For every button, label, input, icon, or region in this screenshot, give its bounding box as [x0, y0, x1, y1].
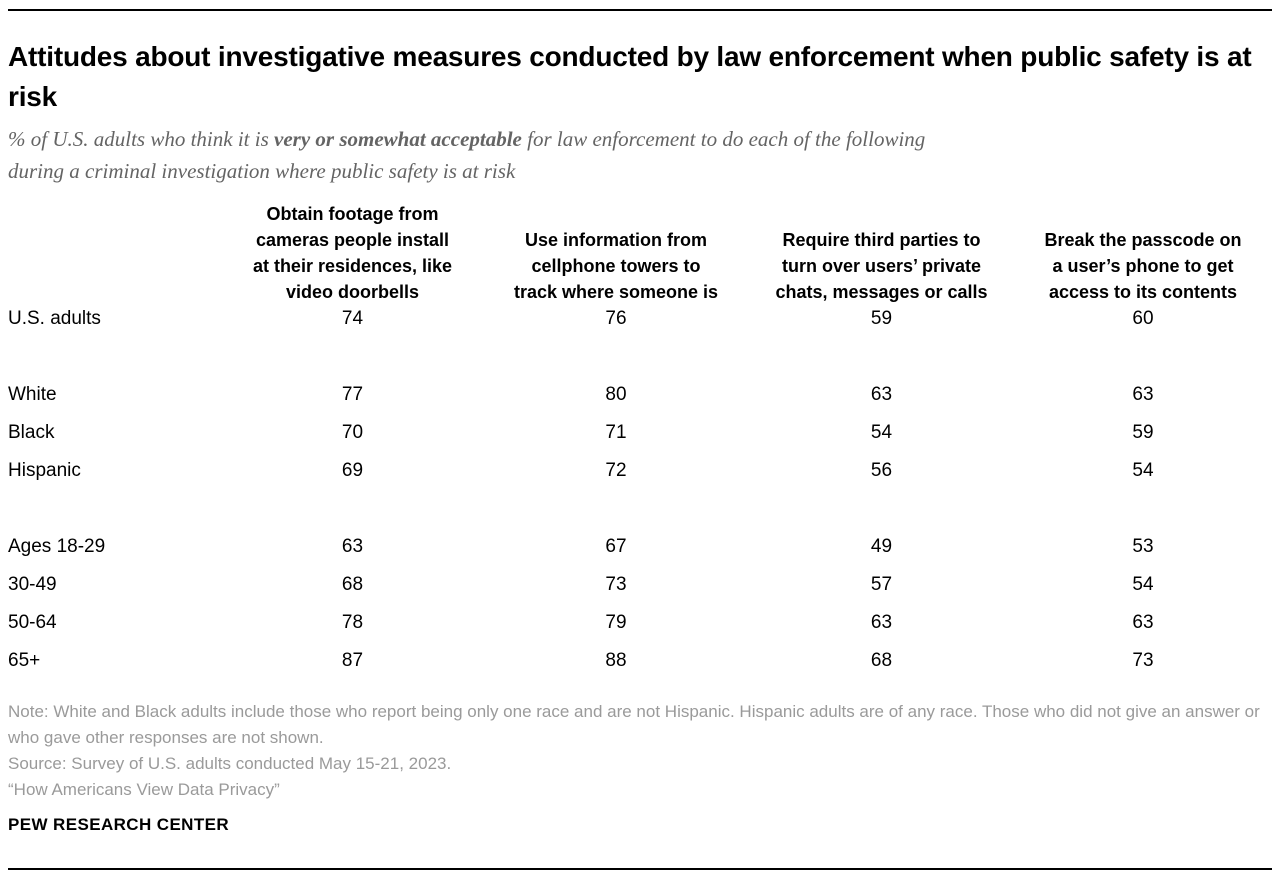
column-header-third-parties: Require third parties to turn over users…: [775, 230, 988, 302]
table-row: Hispanic 69 72 56 54: [8, 452, 1272, 490]
row-label: White: [8, 384, 57, 405]
row-label: 65+: [8, 650, 41, 671]
value-cell: 63: [870, 384, 893, 405]
value-cell: 54: [1132, 460, 1154, 481]
row-group: U.S. adults 74 76 59 60: [8, 300, 1272, 338]
subtitle-line1-suffix: for law enforcement to do each of the fo…: [521, 127, 926, 151]
subtitle-line2: during a criminal investigation where pu…: [8, 159, 516, 183]
value-cell: 68: [341, 574, 364, 595]
value-cell: 57: [870, 574, 893, 595]
row-label: Black: [8, 422, 55, 443]
value-cell: 67: [605, 536, 627, 557]
column-header-break-passcode: Break the passcode on a user’s phone to …: [1044, 230, 1242, 302]
table-row: Black 70 71 54 59: [8, 414, 1272, 452]
value-cell: 54: [870, 422, 893, 443]
value-cell: 74: [341, 308, 364, 329]
table-header-row: Obtain footage from cameras people insta…: [8, 201, 1272, 305]
value-cell: 56: [870, 460, 893, 481]
row-group: Ages 18-29 63 67 49 53 30-49 68 73 57 54 50-64 78 79…: [8, 528, 1272, 680]
value-cell: 60: [1132, 308, 1154, 329]
value-cell: 77: [341, 384, 364, 405]
figure-subtitle: % of U.S. adults who think it is very or…: [8, 123, 1272, 187]
top-divider: [8, 9, 1272, 11]
subtitle-line1: % of U.S. adults who think it is very or…: [8, 123, 1272, 155]
value-cell: 72: [605, 460, 627, 481]
bottom-divider: [8, 868, 1272, 870]
pew-research-center-wordmark: PEW RESEARCH CENTER: [8, 815, 230, 834]
value-cell: 78: [341, 612, 364, 633]
value-cell: 59: [1132, 422, 1154, 443]
subtitle-emphasis: very or somewhat acceptable: [274, 127, 522, 151]
table-body: U.S. adults 74 76 59 60 White 77 80 63 63 Black 70 7…: [8, 300, 1272, 680]
value-cell: 63: [1132, 612, 1154, 633]
table-row: 50-64 78 79 63 63: [8, 604, 1272, 642]
value-cell: 73: [605, 574, 627, 595]
row-label: 50-64: [8, 612, 57, 633]
note-text: Note: White and Black adults include tho…: [8, 702, 1260, 747]
table-row: 30-49 68 73 57 54: [8, 566, 1272, 604]
row-label: Hispanic: [8, 460, 81, 481]
citation-text: “How Americans View Data Privacy”: [8, 780, 280, 799]
footnotes: Note: White and Black adults include tho…: [8, 699, 1272, 803]
row-label: U.S. adults: [8, 308, 101, 329]
value-cell: 54: [1132, 574, 1154, 595]
data-table: Obtain footage from cameras people insta…: [8, 201, 1272, 680]
value-cell: 53: [1132, 536, 1154, 557]
table-row: Ages 18-29 63 67 49 53: [8, 528, 1272, 566]
value-cell: 73: [1132, 650, 1154, 671]
value-cell: 69: [341, 460, 364, 481]
value-cell: 87: [341, 650, 364, 671]
value-cell: 88: [605, 650, 627, 671]
table-row: 65+ 87 88 68 73: [8, 642, 1272, 680]
value-cell: 63: [870, 612, 893, 633]
source-text: Source: Survey of U.S. adults conducted …: [8, 754, 452, 773]
value-cell: 68: [870, 650, 893, 671]
subtitle-line1-prefix: % of U.S. adults who think it is: [8, 127, 275, 151]
value-cell: 63: [341, 536, 364, 557]
table-row: White 77 80 63 63: [8, 376, 1272, 414]
value-cell: 59: [870, 308, 893, 329]
column-header-doorbell-footage: Obtain footage from cameras people insta…: [252, 204, 453, 302]
value-cell: 76: [605, 308, 627, 329]
pew-table-figure: Attitudes about investigative measures c…: [0, 9, 1280, 870]
value-cell: 70: [341, 422, 364, 443]
table-row: U.S. adults 74 76 59 60: [8, 300, 1272, 338]
header-spacer-cell: [8, 201, 222, 305]
column-header-cellphone-towers: Use information from cellphone towers to…: [513, 230, 719, 302]
row-label: 30-49: [8, 574, 57, 595]
value-cell: 80: [605, 384, 627, 405]
figure-title: Attitudes about investigative measures c…: [8, 41, 1252, 112]
row-group: White 77 80 63 63 Black 70 71 54 59 Hispanic 69 72 56…: [8, 376, 1272, 490]
value-cell: 49: [870, 536, 893, 557]
value-cell: 79: [605, 612, 627, 633]
value-cell: 71: [605, 422, 627, 443]
value-cell: 63: [1132, 384, 1154, 405]
row-label: Ages 18-29: [8, 536, 106, 557]
